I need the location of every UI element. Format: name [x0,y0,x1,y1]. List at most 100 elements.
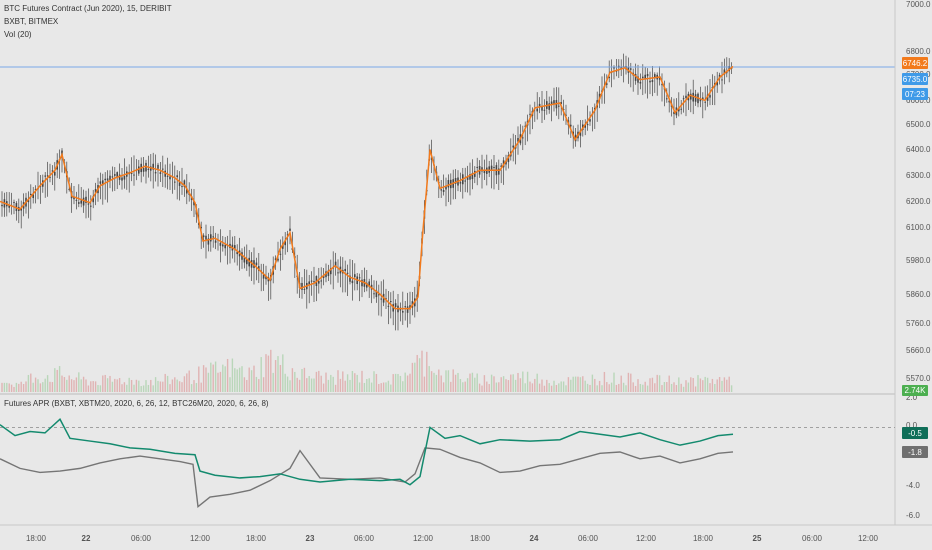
volume-bar [651,377,654,392]
volume-bar [260,357,262,392]
candle-body [416,294,418,300]
candle-body [692,92,694,102]
y-tick-label: 0.0 [906,421,918,430]
candle-body [157,164,159,169]
y-tick-label: -6.0 [906,511,920,520]
volume-bar [718,376,721,392]
candle-body [380,298,382,300]
volume-bar [130,379,133,392]
candle-body [608,76,610,78]
candle-body [630,68,632,70]
candle-body [642,76,644,79]
x-tick-label: 06:00 [578,534,599,543]
x-tick-label: 06:00 [131,534,152,543]
volume-bar [18,383,20,392]
candle-body [709,95,711,98]
candle-body [46,175,49,177]
volume-bar [495,382,498,392]
apr-panel [0,418,895,508]
volume-bar [75,377,78,392]
volume-bar [591,374,594,392]
candle-body [322,275,325,279]
candle-body [210,234,212,242]
volume-bar [654,383,656,392]
volume-bar [118,378,121,392]
candle-body [375,290,378,298]
apr-green-badge-bg [902,427,928,439]
volume-bar [54,368,56,392]
candle-body [162,168,164,170]
volume-bar [368,378,370,392]
volume-bar [142,385,145,392]
volume-bar [174,377,176,392]
volume-bar [639,383,642,392]
volume-bar [133,384,135,392]
x-tick-label: 06:00 [802,534,823,543]
volume-bar [356,374,358,392]
candle-body [726,72,728,74]
volume-bar [522,371,524,392]
volume-bar [646,385,649,392]
candle-body [483,170,486,174]
candle-body [68,188,70,190]
volume-bar [687,382,690,392]
volume-bar [109,375,111,392]
volume-bar [135,379,138,392]
candle-body [320,280,322,282]
candle-body [699,98,702,102]
volume-bar [157,380,159,392]
volume-bar [490,374,493,392]
volume-badge-bg [902,385,928,396]
volume-bar [354,373,356,392]
volume-bar [63,377,66,392]
volume-bar [8,383,10,392]
volume-bar [459,379,462,392]
candle-body [447,180,450,188]
candle-body [116,172,118,178]
volume-bar [582,376,584,392]
volume-bar [159,381,162,392]
candle-body [32,194,34,199]
volume-bar [668,375,670,392]
volume-bar [440,375,442,392]
y-tick-label: 7000.0 [906,0,931,9]
volume-bar [363,382,366,392]
volume-bar [394,373,397,392]
candle-body [454,177,457,184]
apr-gray-badge: -1.8 [902,446,928,458]
candle-body [706,94,709,101]
volume-bar [294,371,296,392]
volume-bar [534,378,536,392]
candle-body [301,282,303,290]
candle-body [111,176,114,178]
volume-bar [702,380,704,392]
volume-bar [706,377,709,392]
volume-bar [608,384,610,392]
candle-body [147,168,150,170]
candle-body [51,170,54,172]
volume-bar [339,378,342,392]
volume-bar [606,382,608,392]
candle-body [1,204,3,207]
candle-body [634,73,637,81]
candle-body [682,98,685,100]
volume-bar [452,369,454,392]
volume-bar [704,376,706,392]
volume-bar [212,364,214,392]
candle-body [349,275,351,282]
volume-bar [414,362,416,392]
volume-bar [586,383,589,392]
volume-bar [411,362,414,392]
candle-body [87,203,90,205]
volume-bar [250,370,253,392]
candle-body [493,167,495,169]
volume-bar [37,379,39,392]
volume-bar [570,379,572,392]
countdown-badge: 07:23 [902,88,928,100]
volume-bar [171,379,174,392]
volume-bar [164,373,166,392]
volume-bar [685,380,687,392]
volume-bar [577,376,579,392]
volume-bar [188,370,190,392]
volume-badge: 2.74K [902,385,928,396]
